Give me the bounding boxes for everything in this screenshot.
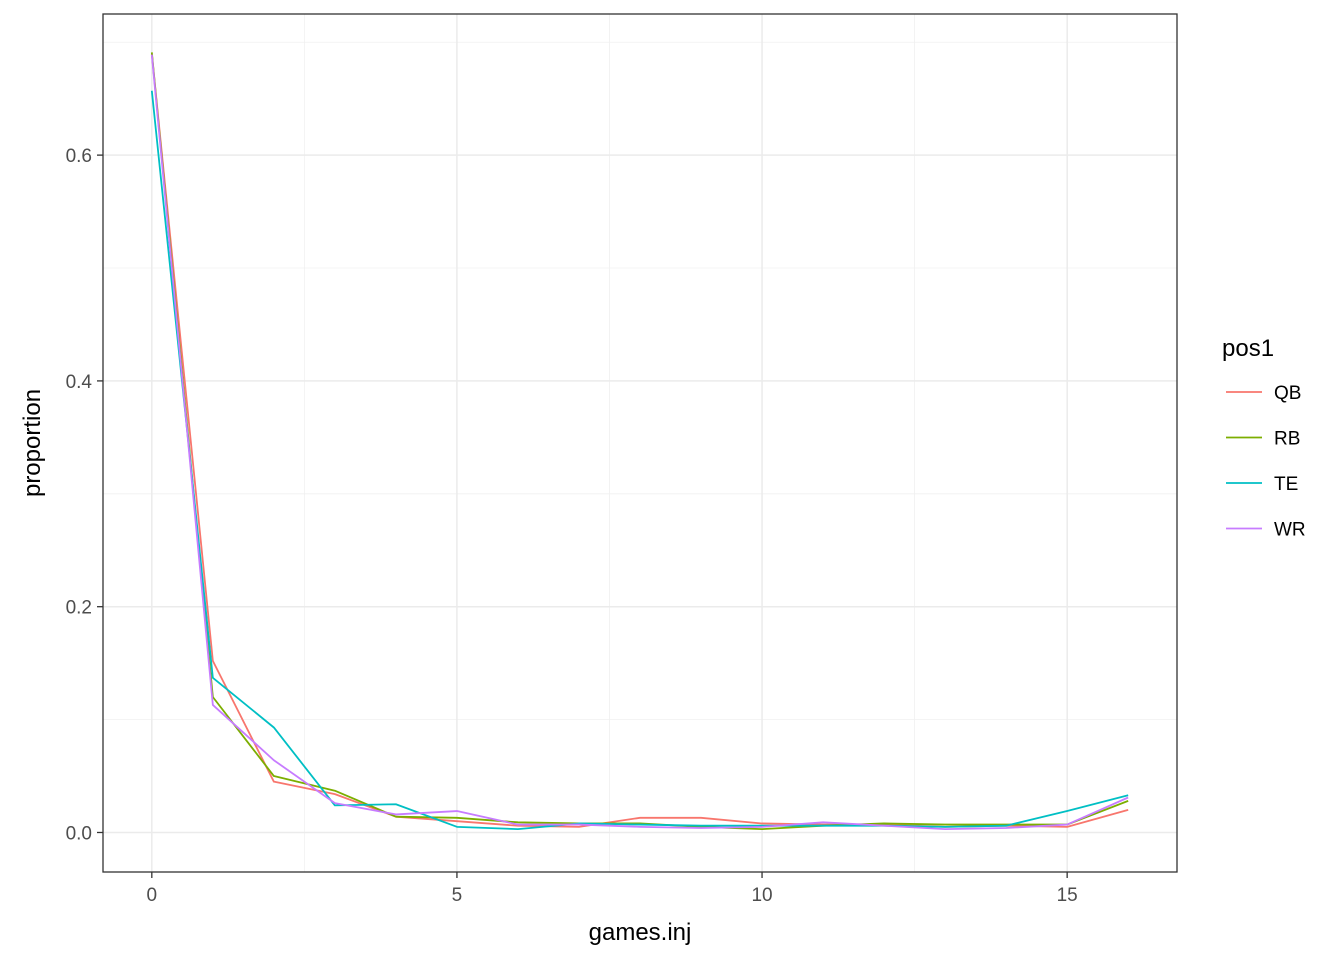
x-tick-label: 10 — [751, 885, 772, 906]
y-tick-label: 0.6 — [66, 146, 92, 167]
x-tick-label: 0 — [147, 885, 158, 906]
x-axis-title: games.inj — [589, 919, 692, 946]
y-tick-label: 0.2 — [66, 598, 92, 619]
panel-border — [102, 13, 1178, 873]
legend-label-rb: RB — [1274, 429, 1300, 450]
legend: pos1 QB RB TE WR — [1222, 335, 1306, 541]
legend-label-wr: WR — [1274, 520, 1306, 541]
legend-label-te: TE — [1274, 474, 1298, 495]
series-line-te — [150, 90, 1129, 830]
axis-ticks: 0 5 10 15 0.0 0.2 0.4 0.6 — [66, 146, 1078, 906]
grid — [103, 14, 1177, 872]
series-line-rb — [150, 52, 1129, 830]
x-tick-label: 5 — [452, 885, 463, 906]
series-line-wr — [150, 54, 1129, 830]
x-tick-label: 15 — [1057, 885, 1078, 906]
series-lines — [150, 52, 1129, 830]
legend-label-qb: QB — [1274, 383, 1301, 404]
y-tick-label: 0.0 — [66, 823, 92, 844]
panel-background — [103, 14, 1177, 872]
y-axis-title: proportion — [19, 389, 46, 497]
y-tick-label: 0.4 — [66, 372, 93, 393]
legend-items: QB RB TE WR — [1226, 383, 1306, 541]
legend-title: pos1 — [1222, 335, 1274, 362]
